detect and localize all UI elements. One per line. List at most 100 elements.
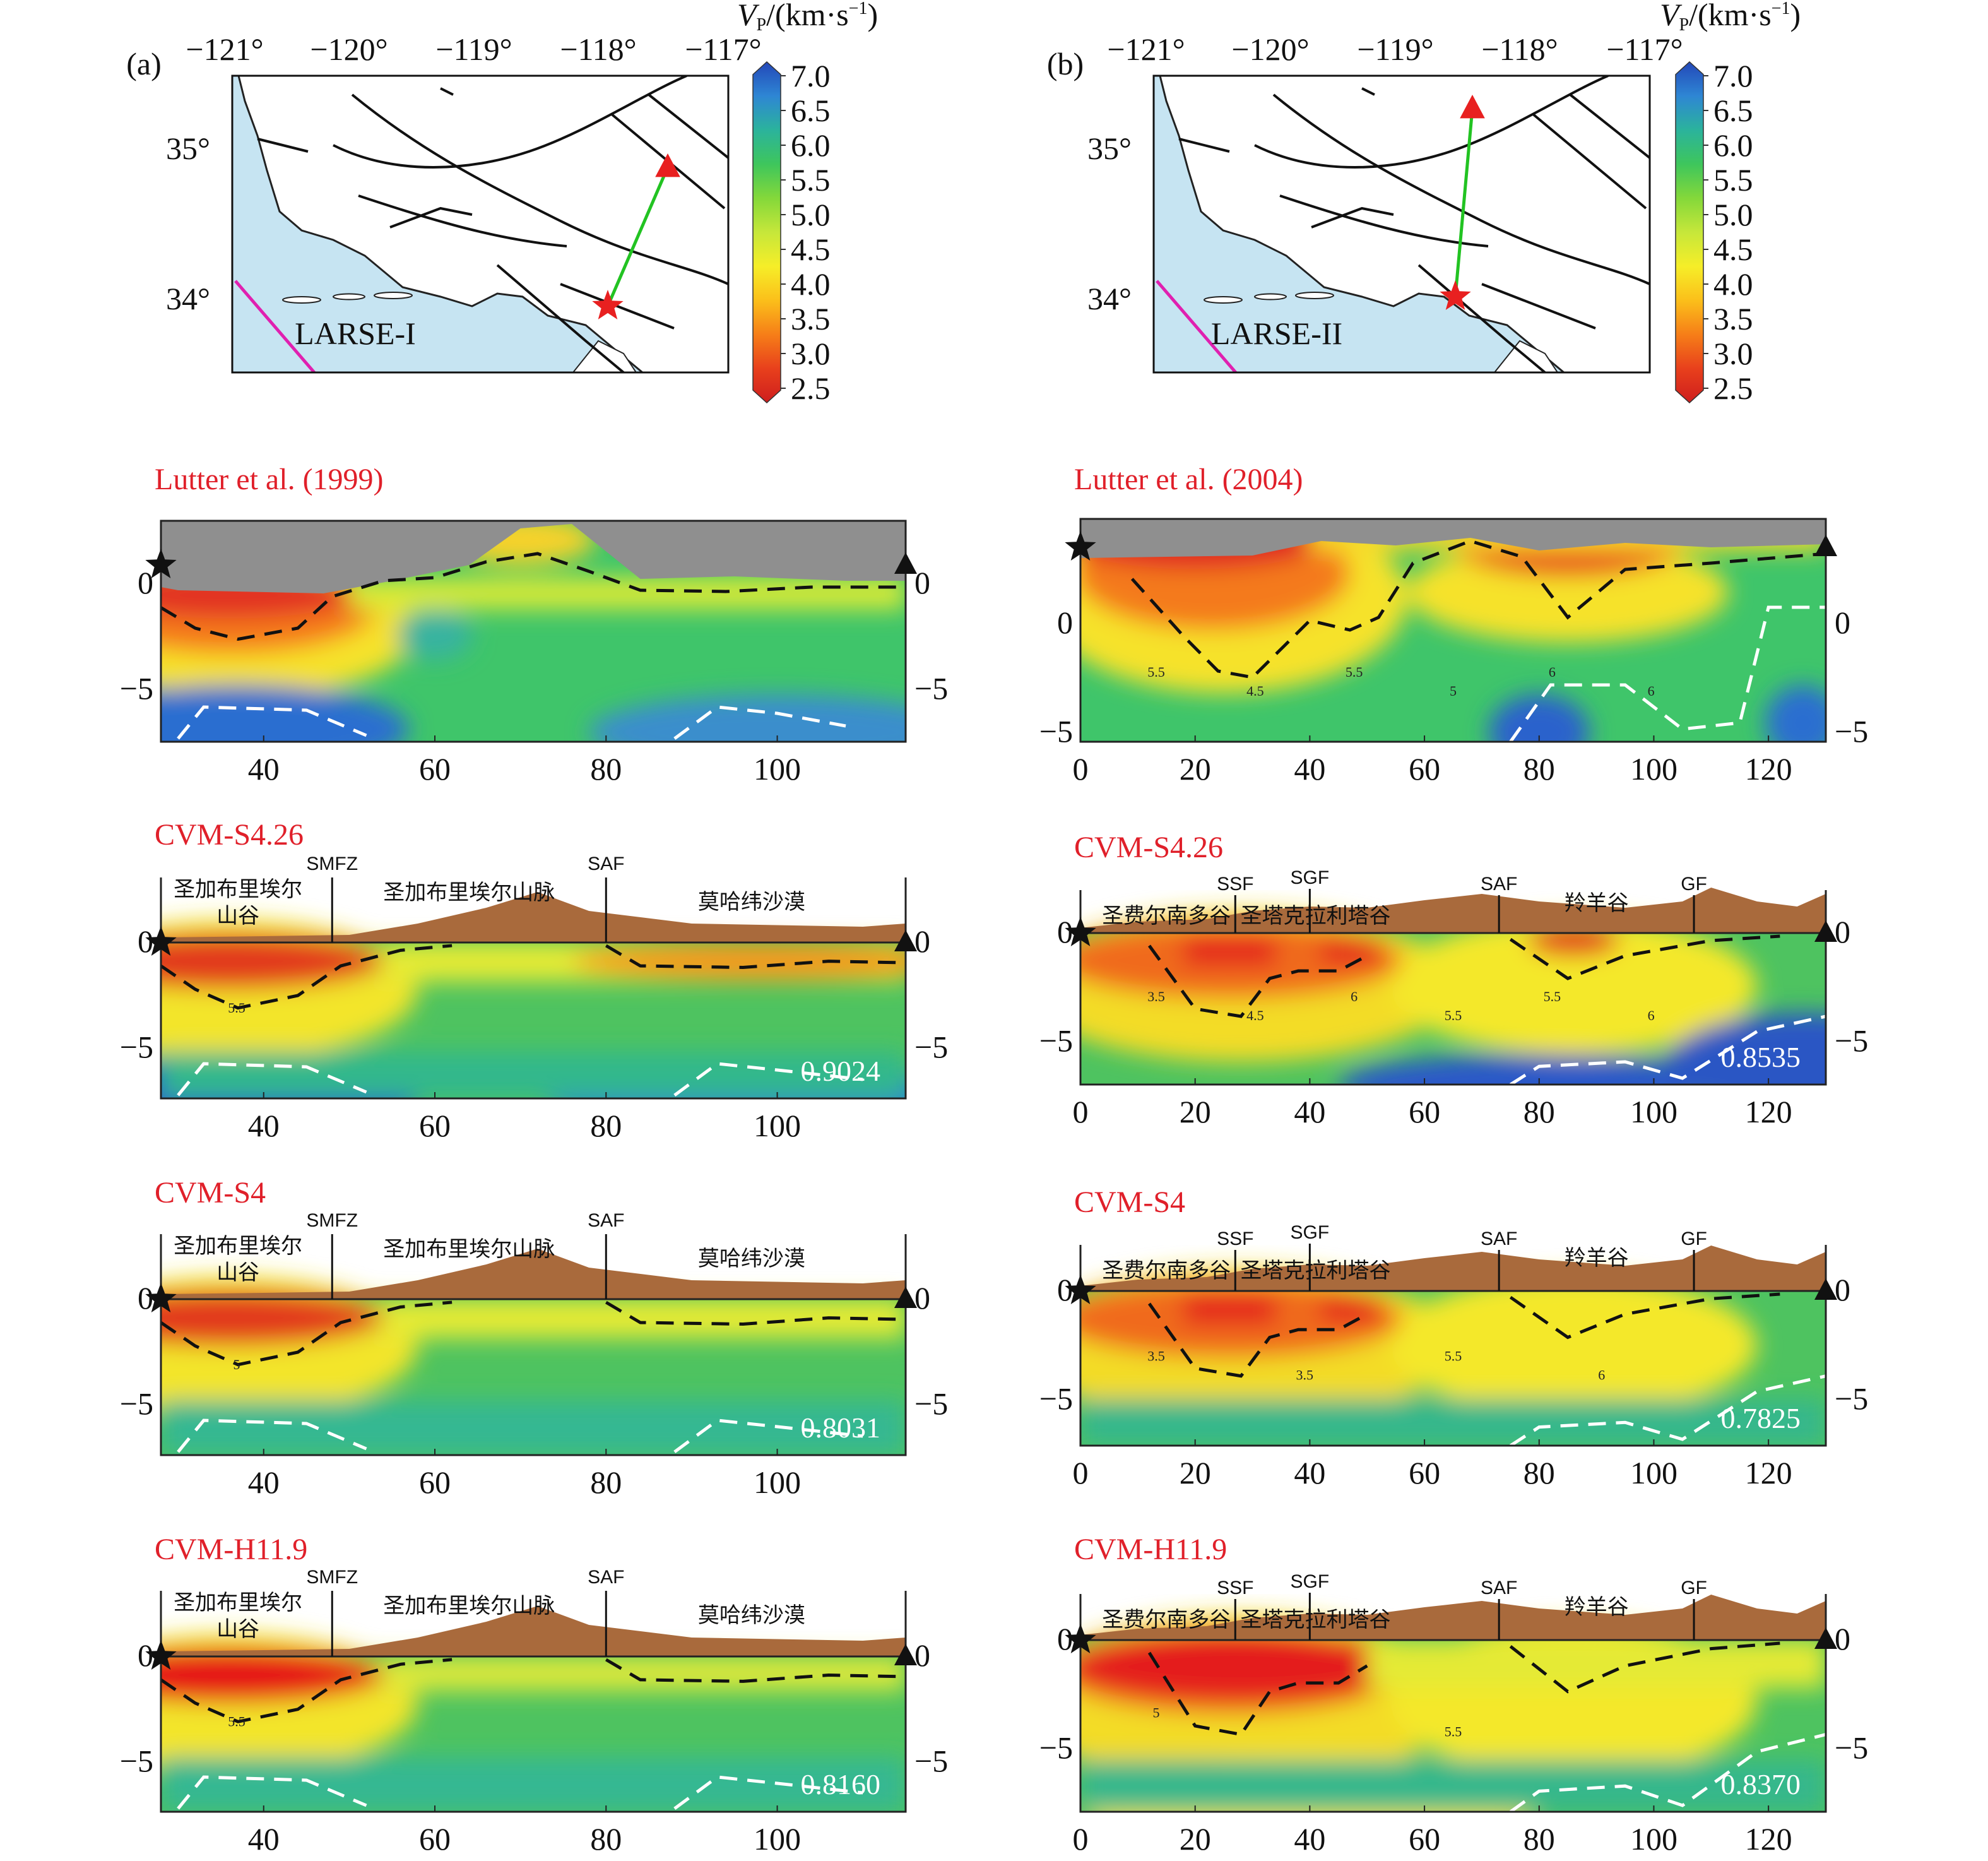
section-title: CVM-S4 bbox=[1074, 1186, 1185, 1219]
fault-line bbox=[1178, 138, 1230, 153]
fault-label: SSF bbox=[1217, 874, 1253, 895]
y-tick-label-right: −5 bbox=[1835, 1023, 1868, 1059]
island bbox=[1295, 292, 1334, 299]
deep-interface-dashed-line bbox=[177, 1775, 863, 1810]
deep-interface-dashed-line bbox=[1509, 1374, 1826, 1448]
region-label: 圣加布里埃尔山脉 bbox=[383, 1237, 555, 1262]
velocity-field bbox=[1080, 1268, 1826, 1446]
colorbar-tick-label: 3.0 bbox=[791, 336, 831, 371]
slow-zone bbox=[161, 1290, 384, 1347]
region-label: 羚羊谷 bbox=[1565, 1595, 1629, 1620]
colorbar-tick-label: 3.5 bbox=[791, 301, 831, 336]
panel-letter: (b) bbox=[1047, 46, 1084, 81]
fault-label: SMFZ bbox=[306, 1210, 358, 1231]
longitude-tick-label: −120° bbox=[1231, 32, 1309, 67]
fast-zone bbox=[161, 685, 410, 742]
x-tick-label: 20 bbox=[1180, 1455, 1211, 1490]
x-tick-label: 60 bbox=[1409, 751, 1440, 787]
contour-label: 5.5 bbox=[1147, 664, 1165, 680]
topography bbox=[1080, 1246, 1826, 1291]
x-tick-label: 60 bbox=[1409, 1455, 1440, 1490]
section-title: Lutter et al. (1999) bbox=[155, 463, 384, 496]
region-label: 圣塔克拉利塔谷 bbox=[1240, 1607, 1390, 1632]
shot-point-star-icon bbox=[1065, 917, 1096, 946]
map-content bbox=[232, 76, 728, 372]
fast-zone bbox=[1765, 685, 1826, 742]
velocity-anomalies bbox=[1080, 1268, 1826, 1446]
x-tick-label: 40 bbox=[1294, 1821, 1325, 1857]
colorbar-title: VP/(km·s−1) bbox=[737, 0, 878, 35]
x-tick-label: 80 bbox=[590, 751, 622, 787]
longitude-tick-label: −121° bbox=[186, 32, 263, 67]
interface-dashed-line bbox=[160, 552, 906, 641]
deep-interface-dashed-line bbox=[1509, 1733, 1826, 1814]
x-tick-label: 0 bbox=[1073, 1821, 1089, 1857]
x-tick-label: 0 bbox=[1073, 1455, 1089, 1490]
colorbar-tick-label: 3.5 bbox=[1713, 301, 1753, 336]
fault-label: GF bbox=[1681, 1578, 1707, 1598]
longitude-tick-label: −118° bbox=[1481, 32, 1558, 67]
contour-label: 3.5 bbox=[1296, 1367, 1314, 1382]
x-tick-label: 40 bbox=[1294, 1455, 1325, 1490]
x-tick-label: 60 bbox=[419, 1465, 451, 1500]
velocity-field bbox=[161, 919, 906, 1098]
section-frame bbox=[160, 1298, 907, 1456]
x-tick-label: 80 bbox=[590, 1108, 622, 1143]
contour-label: 5.5 bbox=[1445, 1348, 1462, 1364]
fault-label: SAF bbox=[588, 1567, 624, 1588]
region-label: 圣加布里埃尔 bbox=[174, 1590, 302, 1615]
x-tick-label: 100 bbox=[1630, 751, 1677, 787]
y-tick-label-left: −5 bbox=[1039, 1023, 1073, 1059]
y-tick-label-right: −5 bbox=[1835, 714, 1868, 749]
velocity-field bbox=[1080, 519, 1826, 742]
x-tick-label: 40 bbox=[1294, 751, 1325, 787]
colorbar-tick-label: 6.5 bbox=[791, 93, 831, 128]
section-title: CVM-S4 bbox=[155, 1176, 266, 1210]
shot-point-star-icon bbox=[1440, 280, 1471, 310]
fault-line bbox=[351, 93, 728, 285]
fault-line bbox=[496, 264, 625, 372]
section-b3: CVM-S40 20 40 60 80 100 1200−50−53.53.55.56SSF… bbox=[1039, 1186, 1868, 1490]
similarity-score: 0.9024 bbox=[801, 1055, 881, 1087]
region-label: 圣费尔南多谷 bbox=[1102, 1258, 1231, 1283]
longitude-tick-label: −119° bbox=[435, 32, 512, 67]
colorbar-tick-label: 7.0 bbox=[791, 58, 831, 93]
slow-zone bbox=[1321, 938, 1379, 963]
latitude-tick-label: 34° bbox=[166, 281, 210, 316]
region-label: 莫哈纬沙漠 bbox=[698, 1603, 805, 1628]
fault-line bbox=[358, 194, 567, 247]
similarity-score: 0.7825 bbox=[1721, 1402, 1801, 1434]
y-tick-label-right: −5 bbox=[914, 1386, 948, 1422]
fault-line bbox=[1481, 283, 1596, 330]
fault-label: SSF bbox=[1217, 1578, 1253, 1598]
topography bbox=[1080, 888, 1826, 933]
x-tick-label: 20 bbox=[1180, 751, 1211, 787]
endpoint-triangle-icon bbox=[1814, 535, 1837, 556]
x-tick-label: 80 bbox=[1524, 1094, 1555, 1129]
velocity-field bbox=[161, 1275, 906, 1455]
x-tick-label: 40 bbox=[1294, 1094, 1325, 1129]
y-tick-label-left: −5 bbox=[1039, 714, 1073, 749]
region-label: 圣加布里埃尔 bbox=[174, 1234, 302, 1259]
interface-dashed-line bbox=[160, 1300, 906, 1367]
section-title: Lutter et al. (2004) bbox=[1074, 463, 1303, 496]
similarity-score: 0.8031 bbox=[801, 1412, 881, 1444]
fault-line bbox=[1531, 112, 1647, 210]
y-tick-label-left: −5 bbox=[120, 671, 153, 706]
colorbar-tick-label: 4.0 bbox=[791, 266, 831, 302]
contour-label: 3.5 bbox=[1147, 1348, 1165, 1364]
region-label: 圣塔克拉利塔谷 bbox=[1240, 1258, 1390, 1283]
interface-dashed-line bbox=[160, 1658, 906, 1723]
x-tick-label: 120 bbox=[1745, 1455, 1792, 1490]
y-tick-label-right: 0 bbox=[1835, 914, 1850, 949]
topography bbox=[161, 1249, 906, 1299]
colorbar-scale bbox=[1675, 61, 1704, 404]
fault-line bbox=[648, 93, 728, 159]
profile-route-line bbox=[606, 167, 670, 307]
slow-zone bbox=[161, 933, 384, 990]
above-surface-mask bbox=[1080, 519, 1826, 558]
fault-line bbox=[1311, 206, 1394, 229]
map-panels: (a) −121° −120° −119° −118° −117° 35° 34° LARSE-… bbox=[126, 0, 1801, 406]
